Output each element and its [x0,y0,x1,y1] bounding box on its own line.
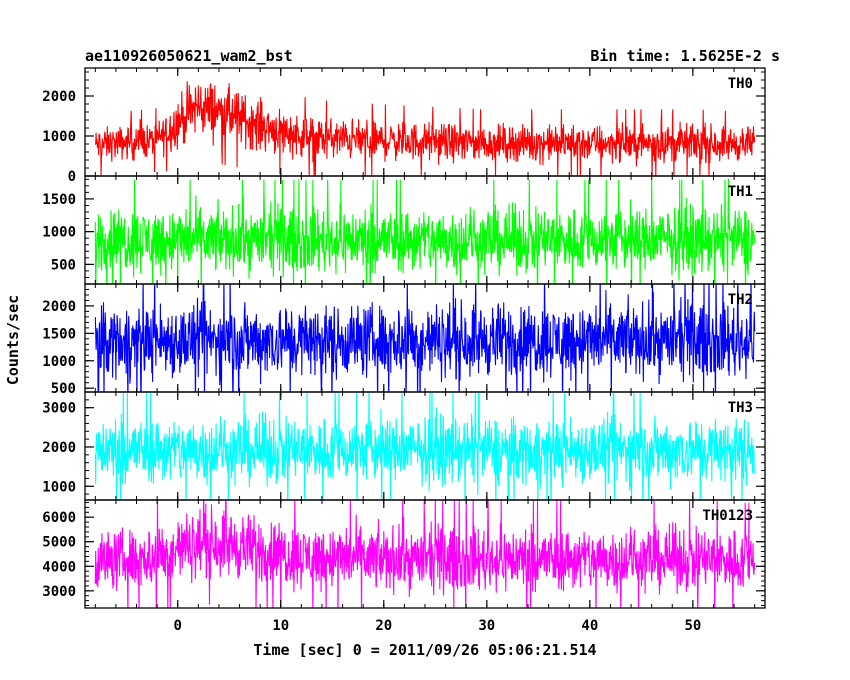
x-tick-label: 20 [375,618,392,634]
y-axis-label: Counts/sec [4,295,22,385]
series-trace-th3 [94,392,756,500]
chart-title: ae110926050621_wam2_bst [85,47,293,65]
x-tick-label: 0 [174,618,182,634]
y-tick-label: 6000 [42,510,76,526]
y-tick-label: 0 [68,169,76,185]
series-trace-th1 [94,179,756,284]
series-label-th2: TH2 [728,292,753,308]
y-tick-label: 5000 [42,535,76,551]
series-trace-th0 [94,81,756,176]
y-tick-label: 1500 [42,192,76,208]
y-tick-label: 500 [51,381,76,397]
y-tick-label: 2000 [42,89,76,105]
x-tick-label: 30 [478,618,495,634]
series-label-th3: TH3 [728,400,753,416]
x-tick-label: 40 [581,618,598,634]
y-tick-label: 1000 [42,354,76,370]
bin-time-label: Bin time: 1.5625E-2 s [590,47,780,65]
panel-th0: 0 1000 2000 TH0 [42,67,766,185]
panel-th1: 500 1000 1500 TH1 [42,175,766,285]
y-tick-label: 500 [51,257,76,273]
x-axis-label: Time [sec] 0 = 2011/09/26 05:06:21.514 [253,641,596,659]
series-label-th1: TH1 [728,184,753,200]
panels: 0 1000 2000 TH0 500 1000 1500 TH1 500 1000 1500 200… [42,67,766,609]
y-tick-label: 1000 [42,129,76,145]
y-tick-label: 3000 [42,584,76,600]
y-tick-label: 2000 [42,299,76,315]
series-trace-th0123 [94,500,756,608]
panel-th2: 500 1000 1500 2000 TH2 [42,283,766,397]
y-tick-label: 1000 [42,225,76,241]
y-tick-label: 3000 [42,401,76,417]
panel-th0123: 3000 4000 5000 6000 TH0123 [42,499,766,609]
series-trace-th2 [94,284,756,392]
y-tick-label: 1500 [42,326,76,342]
y-tick-label: 2000 [42,440,76,456]
x-axis-ticks: 0 10 20 30 40 50 [174,618,702,634]
y-tick-label: 1000 [42,479,76,495]
x-tick-label: 50 [684,618,701,634]
panel-th3: 1000 2000 3000 TH3 [42,391,766,501]
x-tick-label: 10 [272,618,289,634]
y-tick-label: 4000 [42,559,76,575]
series-label-th0: TH0 [728,76,753,92]
series-label-th0123: TH0123 [702,508,753,524]
